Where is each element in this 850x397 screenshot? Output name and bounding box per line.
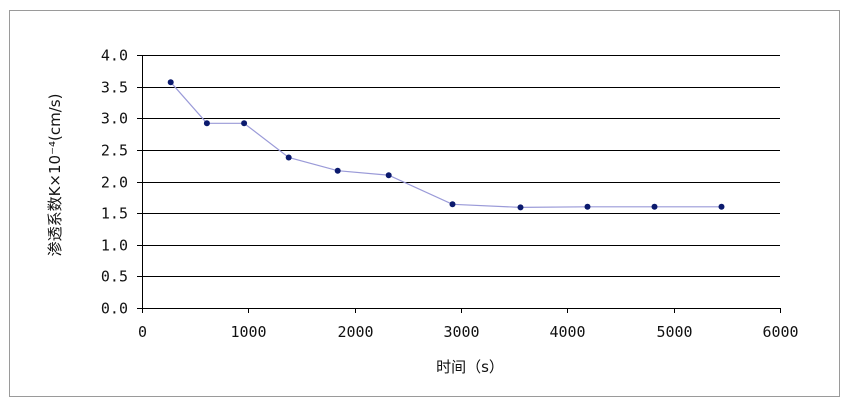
data-point [718,203,725,210]
x-tick-label: 1000 [230,323,266,341]
data-point [651,203,658,210]
data-point [449,201,456,208]
x-tick-label: 4000 [549,323,585,341]
y-tick-label: 1.0 [101,237,128,255]
y-tick-label: 3.5 [101,79,128,97]
y-tick-label: 4.0 [101,47,128,65]
y-tick-label: 1.5 [101,205,128,223]
data-point [203,120,210,127]
x-axis-title: 时间（s） [436,358,504,376]
axes [142,55,781,313]
x-tick-label: 6000 [762,323,798,341]
data-series [167,79,725,211]
y-axis-title: 渗透系数K×10⁻⁴(cm/s) [46,94,64,257]
x-tick-label: 5000 [656,323,692,341]
data-point [285,154,292,161]
data-point [517,204,524,211]
x-tick-labels: 0 1000 2000 3000 4000 5000 6000 [138,323,799,341]
data-point [241,120,248,127]
data-point [167,79,174,86]
y-tick-label: 2.0 [101,174,128,192]
y-tick-label: 2.5 [101,142,128,160]
plot-area: 0.0 0.5 1.0 1.5 2.0 2.5 3.0 3.5 4.0 0 1000 2000 300… [101,47,799,342]
data-point [584,203,591,210]
x-tick-label: 0 [138,323,147,341]
outer-border [9,10,840,397]
data-point [385,172,392,179]
x-tick-label: 3000 [443,323,479,341]
y-tick-labels: 0.0 0.5 1.0 1.5 2.0 2.5 3.0 3.5 4.0 [101,47,128,318]
y-tick-label: 0.5 [101,268,128,286]
x-tick-label: 2000 [337,323,373,341]
data-point [334,167,341,174]
y-tick-label: 3.0 [101,110,128,128]
grid-lines [137,55,780,309]
y-tick-label: 0.0 [101,300,128,318]
